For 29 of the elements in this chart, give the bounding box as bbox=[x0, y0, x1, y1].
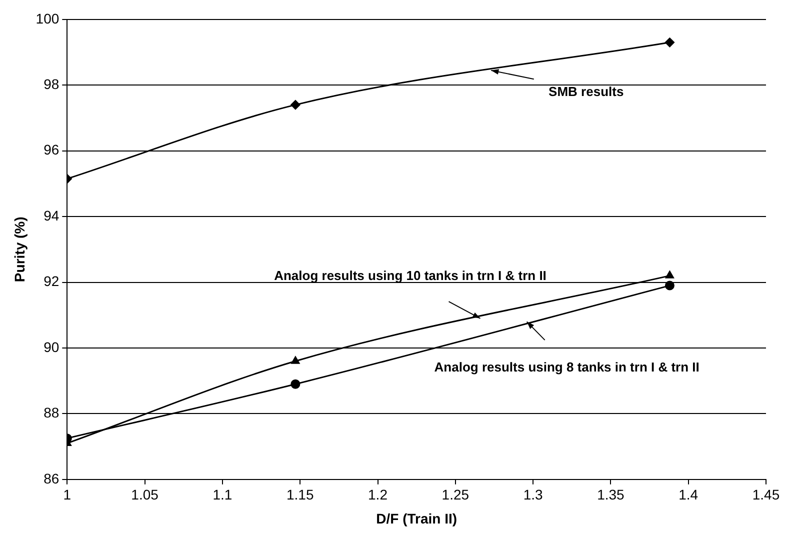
point bbox=[664, 280, 674, 290]
y-tick-label: 96 bbox=[44, 142, 60, 158]
x-tick-label: 1.05 bbox=[131, 486, 159, 503]
x-tick-label: 1.15 bbox=[286, 486, 314, 503]
y-tick-label: 92 bbox=[44, 273, 60, 290]
x-tick-label: 1.2 bbox=[368, 486, 388, 503]
y-tick-label: 94 bbox=[44, 207, 60, 224]
x-tick-label: 1.35 bbox=[597, 486, 625, 503]
y-tick-label: 90 bbox=[44, 338, 60, 355]
x-tick-label: 1.4 bbox=[678, 486, 698, 503]
y-tick-label: 86 bbox=[44, 470, 60, 486]
point bbox=[664, 38, 674, 48]
point bbox=[290, 100, 300, 110]
x-tick-label: 1.45 bbox=[752, 486, 780, 503]
point bbox=[290, 379, 300, 389]
y-axis-title: Purity (%) bbox=[11, 216, 28, 282]
y-tick-label: 98 bbox=[44, 76, 60, 92]
annotation: Analog results using 8 tanks in trn I & trn II bbox=[434, 359, 700, 374]
y-tick-label: 88 bbox=[44, 404, 60, 421]
annotation: Analog results using 10 tanks in trn I & trn II bbox=[274, 268, 546, 283]
point bbox=[291, 356, 300, 364]
x-tick-label: 1 bbox=[63, 486, 72, 503]
annotation: SMB results bbox=[548, 84, 624, 99]
x-tick-label: 1.3 bbox=[523, 486, 543, 503]
x-tick-label: 1.25 bbox=[442, 486, 470, 503]
y-tick-label: 100 bbox=[36, 10, 60, 26]
x-axis-title: D/F (Train II) bbox=[376, 510, 458, 526]
x-tick-label: 1.1 bbox=[212, 486, 232, 503]
point bbox=[666, 270, 674, 278]
